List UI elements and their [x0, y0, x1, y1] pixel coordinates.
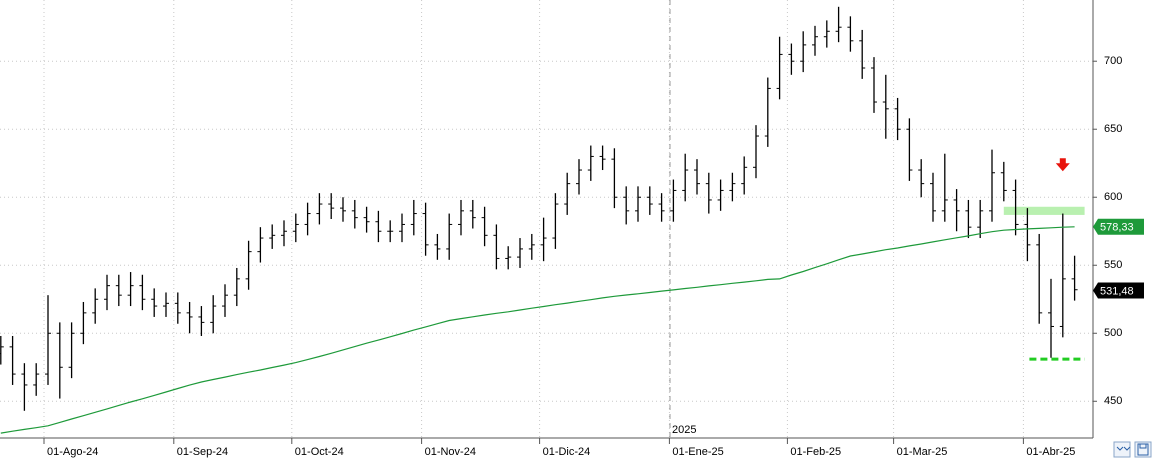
y-tick-label: 600 — [1104, 191, 1122, 203]
year-label: 2025 — [672, 424, 696, 436]
signal-arrow — [1055, 158, 1070, 172]
x-tick-label: 01-Nov-24 — [425, 446, 476, 458]
save-icon — [1137, 443, 1149, 456]
zoom-button[interactable] — [1113, 441, 1131, 458]
toolbar — [1113, 441, 1152, 458]
x-tick-label: 01-Dic-24 — [543, 446, 591, 458]
marks — [0, 6, 1085, 434]
y-tick-label: 450 — [1104, 395, 1122, 407]
price-tag — [1093, 218, 1144, 235]
resistance-band — [1003, 206, 1085, 215]
save-button[interactable] — [1134, 441, 1152, 458]
x-tick-label: 01-Oct-24 — [295, 446, 344, 458]
y-tick-label: 500 — [1104, 327, 1122, 339]
price-tag-label: 578,33 — [1100, 222, 1134, 234]
y-tick-label: 550 — [1104, 259, 1122, 271]
y-tick-label: 700 — [1104, 55, 1122, 67]
x-tick-label: 01-Mar-25 — [897, 446, 948, 458]
price-tag — [1093, 282, 1144, 299]
price-tag-label: 531,48 — [1100, 285, 1134, 297]
moving-average — [0, 226, 1075, 434]
zoom-icon — [1116, 446, 1131, 451]
x-tick-label: 01-Abr-25 — [1026, 446, 1075, 458]
x-tick-label: 01-Ene-25 — [672, 446, 723, 458]
x-tick-label: 01-Sep-24 — [177, 446, 228, 458]
x-tick-label: 01-Feb-25 — [790, 446, 841, 458]
y-tick-label: 650 — [1104, 123, 1122, 135]
x-tick-label: 01-Ago-24 — [47, 446, 98, 458]
